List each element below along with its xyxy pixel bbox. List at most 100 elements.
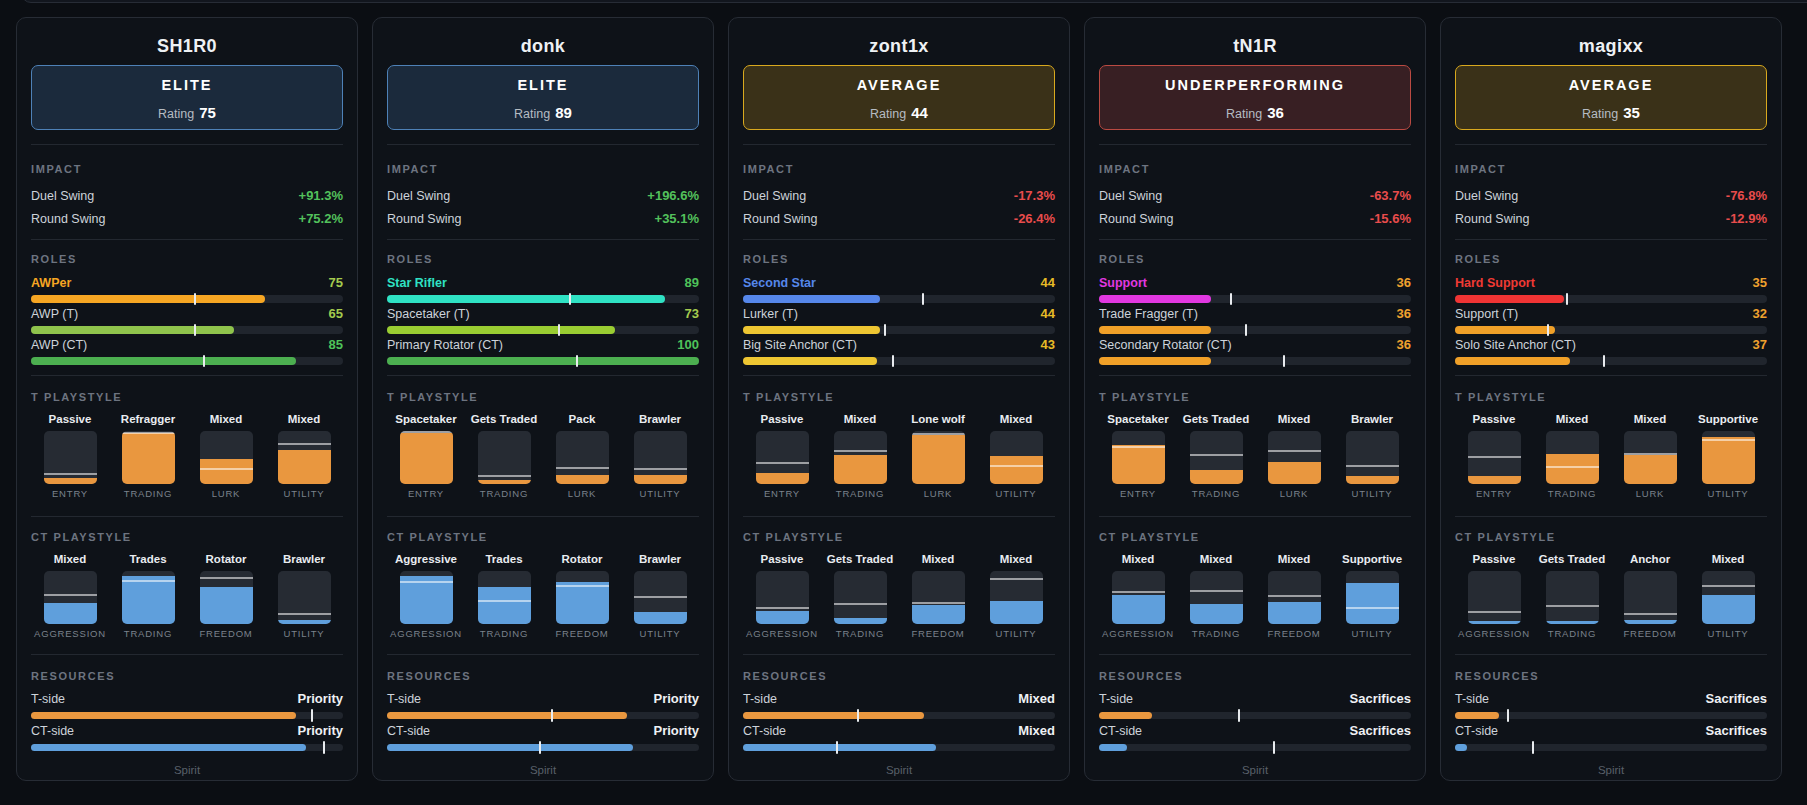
playstyle-mini-chart — [278, 431, 331, 484]
playstyle-metric: MixedUTILITY — [977, 552, 1055, 640]
bar-average-tick — [323, 741, 325, 754]
role-value: 100 — [677, 336, 699, 353]
role-value: 44 — [1041, 305, 1055, 322]
impact-label: Round Swing — [387, 210, 461, 228]
playstyle-metric: Gets TradedTRADING — [465, 412, 543, 500]
player-card[interactable]: magixxAVERAGERating35IMPACTDuel Swing-76… — [1440, 17, 1782, 781]
ct-playstyle-section-header: CT PLAYSTYLE — [31, 530, 343, 544]
playstyle-style-label: Rotator — [543, 552, 621, 567]
bar-fill — [743, 295, 880, 303]
resource-bar — [1099, 744, 1411, 751]
playstyle-style-label: Aggressive — [387, 552, 465, 567]
bar-average-tick — [1273, 741, 1275, 754]
role-value: 36 — [1397, 336, 1411, 353]
playstyle-style-label: Gets Traded — [1177, 412, 1255, 427]
playstyle-axis-label: FREEDOM — [187, 627, 265, 640]
playstyle-fill — [990, 456, 1043, 484]
role-label-row: AWPer75 — [31, 274, 343, 292]
playstyle-metric: BrawlerUTILITY — [265, 552, 343, 640]
resource-bar — [31, 712, 343, 719]
bar-average-tick — [194, 324, 196, 336]
playstyle-average-marker — [756, 462, 809, 464]
bar-average-tick — [203, 355, 205, 367]
impact-label: Duel Swing — [1455, 187, 1518, 205]
playstyle-axis-label: ENTRY — [1455, 487, 1533, 500]
playstyle-mini-chart — [200, 431, 253, 484]
playstyle-average-marker — [1268, 595, 1321, 597]
t-playstyle-grid: SpacetakerENTRYGets TradedTRADINGPackLUR… — [387, 412, 699, 500]
section-divider — [1455, 654, 1767, 655]
playstyle-average-marker — [400, 431, 453, 433]
playstyle-metric: SpacetakerENTRY — [387, 412, 465, 500]
playstyle-axis-label: UTILITY — [265, 627, 343, 640]
resource-side-label: T-side — [31, 690, 65, 708]
bar-average-tick — [1283, 355, 1285, 367]
playstyle-average-marker — [912, 433, 965, 435]
playstyle-metric: BrawlerUTILITY — [1333, 412, 1411, 500]
playstyle-metric: TradesTRADING — [465, 552, 543, 640]
playstyle-mini-chart — [200, 571, 253, 624]
player-card[interactable]: donkELITERating89IMPACTDuel Swing+196.6%… — [372, 17, 714, 781]
player-card[interactable]: tN1RUNDERPERFORMINGRating36IMPACTDuel Sw… — [1084, 17, 1426, 781]
section-divider — [1455, 375, 1767, 376]
resource-priority-label: Sacrifices — [1706, 690, 1767, 708]
ct-playstyle-section-header: CT PLAYSTYLE — [1455, 530, 1767, 544]
playstyle-axis-label: FREEDOM — [543, 627, 621, 640]
playstyle-fill — [44, 478, 97, 484]
playstyle-fill — [478, 480, 531, 484]
role-name: AWP (CT) — [31, 337, 87, 354]
playstyle-average-marker — [278, 613, 331, 615]
playstyle-metric: MixedLURK — [1255, 412, 1333, 500]
playstyle-metric: MixedAGGRESSION — [1099, 552, 1177, 640]
playstyle-average-marker — [1346, 465, 1399, 467]
playstyle-mini-chart — [1268, 571, 1321, 624]
ct-playstyle-grid: MixedAGGRESSIONTradesTRADINGRotatorFREED… — [31, 552, 343, 640]
section-divider — [31, 375, 343, 376]
section-divider — [31, 516, 343, 517]
role-bar — [1455, 357, 1767, 365]
playstyle-average-marker — [200, 468, 253, 470]
playstyle-mini-chart — [1346, 431, 1399, 484]
role-label-row: Lurker (T)44 — [743, 305, 1055, 323]
playstyle-average-marker — [44, 594, 97, 596]
playstyle-fill — [44, 603, 97, 624]
playstyle-style-label: Supportive — [1689, 412, 1767, 427]
resource-side-label: CT-side — [1099, 722, 1142, 740]
playstyle-mini-chart — [834, 431, 887, 484]
tier-badge: ELITERating75 — [31, 65, 343, 130]
playstyle-mini-chart — [1190, 431, 1243, 484]
rating-line: Rating89 — [388, 104, 698, 123]
playstyle-average-marker — [1346, 607, 1399, 609]
player-card[interactable]: zont1xAVERAGERating44IMPACTDuel Swing-17… — [728, 17, 1070, 781]
resource-priority-label: Priority — [297, 722, 343, 740]
playstyle-axis-label: LURK — [1255, 487, 1333, 500]
playstyle-fill — [1268, 462, 1321, 484]
role-row: Lurker (T)44 — [743, 305, 1055, 334]
playstyle-average-marker — [200, 577, 253, 579]
playstyle-axis-label: TRADING — [1533, 627, 1611, 640]
playstyle-metric: AggressiveAGGRESSION — [387, 552, 465, 640]
playstyle-fill — [556, 475, 609, 484]
playstyle-mini-chart — [990, 431, 1043, 484]
playstyle-axis-label: AGGRESSION — [31, 627, 109, 640]
playstyle-axis-label: TRADING — [1177, 627, 1255, 640]
resource-bar — [743, 712, 1055, 719]
playstyle-average-marker — [834, 450, 887, 452]
player-name: SH1R0 — [31, 36, 343, 56]
playstyle-style-label: Passive — [1455, 412, 1533, 427]
player-card[interactable]: SH1R0ELITERating75IMPACTDuel Swing+91.3%… — [16, 17, 358, 781]
bar-average-tick — [1238, 709, 1240, 722]
role-bar — [31, 295, 343, 303]
playstyle-metric: Gets TradedTRADING — [1177, 412, 1255, 500]
playstyle-fill — [278, 450, 331, 484]
playstyle-average-marker — [634, 468, 687, 470]
player-name: zont1x — [743, 36, 1055, 56]
playstyle-fill — [834, 455, 887, 484]
role-row: Spacetaker (T)73 — [387, 305, 699, 334]
role-value: 85 — [329, 336, 343, 353]
role-label-row: Second Star44 — [743, 274, 1055, 292]
playstyle-fill — [1190, 604, 1243, 624]
resource-row: CT-sideSacrifices — [1099, 722, 1411, 740]
playstyle-axis-label: TRADING — [821, 487, 899, 500]
playstyle-mini-chart — [44, 431, 97, 484]
